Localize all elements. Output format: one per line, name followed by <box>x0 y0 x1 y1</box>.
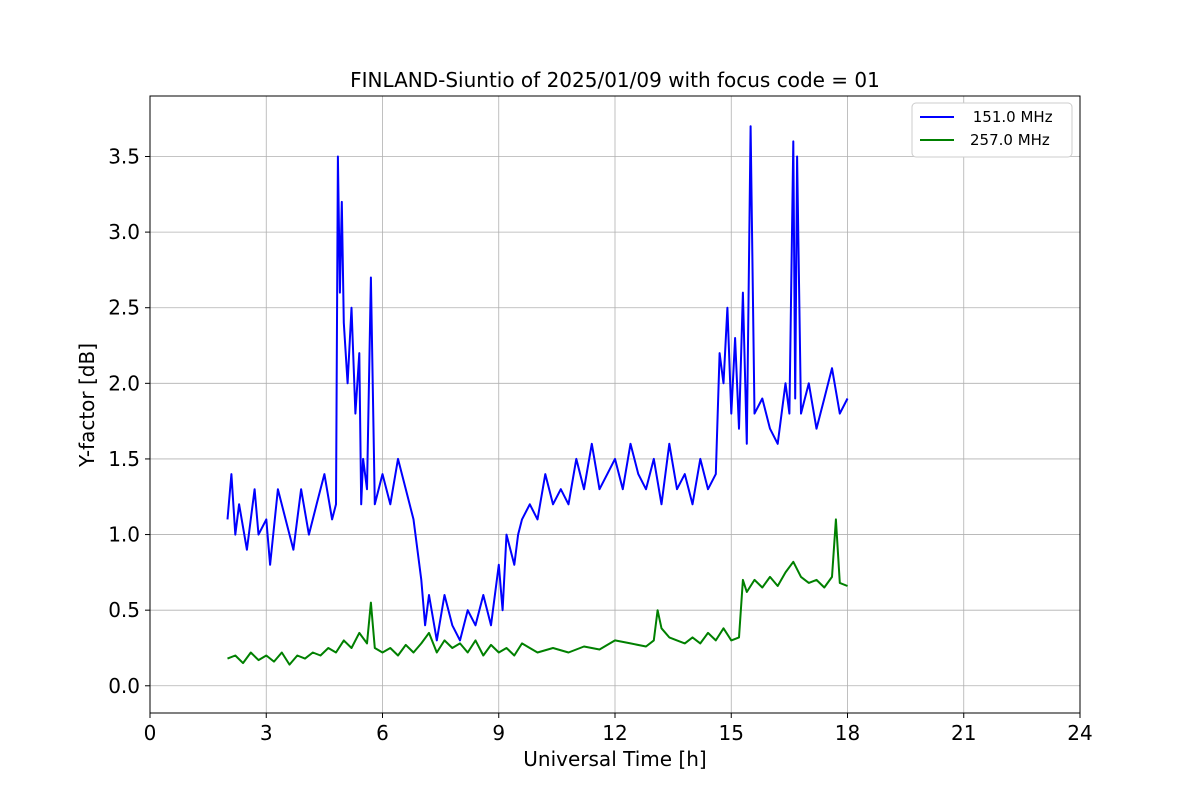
axis-ticks: 0 3 6 9 12 15 18 21 24 0.0 0.5 1.0 1.5 2.0 2.5 3.0 3.5 <box>108 144 1093 745</box>
chart-title: FINLAND-Siuntio of 2025/01/09 with focus… <box>350 68 880 92</box>
x-tick-label: 12 <box>602 721 627 745</box>
x-tick-label: 3 <box>260 721 273 745</box>
y-tick-label: 3.0 <box>108 220 140 244</box>
y-tick-label: 0.5 <box>108 598 140 622</box>
series-line-2 <box>227 518 848 666</box>
y-tick-label: 2.0 <box>108 371 140 395</box>
series-layer <box>226 125 849 666</box>
x-tick-label: 6 <box>376 721 389 745</box>
series-line-1 <box>226 125 849 642</box>
y-tick-label: 0.0 <box>108 674 140 698</box>
y-axis-label: Y-factor [dB] <box>75 343 99 468</box>
y-tick-label: 1.0 <box>108 523 140 547</box>
y-tick-label: 3.5 <box>108 144 140 168</box>
x-tick-label: 21 <box>951 721 976 745</box>
y-tick-label: 1.5 <box>108 447 140 471</box>
x-tick-label: 24 <box>1067 721 1092 745</box>
y-tick-label: 2.5 <box>108 296 140 320</box>
x-tick-label: 15 <box>719 721 744 745</box>
x-axis-label: Universal Time [h] <box>523 747 706 771</box>
legend: 151.0 MHz 257.0 MHz <box>911 102 1073 158</box>
legend-label-series-1: 151.0 MHz <box>968 108 1053 126</box>
legend-label-series-2: 257.0 MHz <box>970 131 1050 149</box>
x-tick-label: 0 <box>144 721 157 745</box>
x-tick-label: 9 <box>492 721 505 745</box>
x-tick-label: 18 <box>835 721 860 745</box>
